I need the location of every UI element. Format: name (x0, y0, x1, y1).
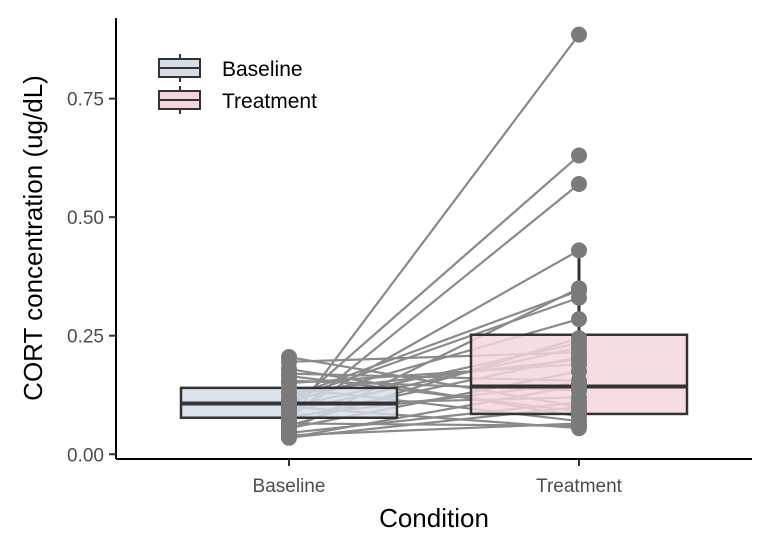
data-point-treatment (571, 363, 587, 380)
data-points (281, 26, 587, 446)
data-point-treatment (571, 311, 587, 328)
x-axis-title: Condition (379, 503, 489, 533)
paired-line (287, 182, 581, 420)
data-point-treatment (571, 377, 587, 394)
y-tick-label: 0.50 (67, 208, 104, 229)
paired-line (287, 33, 581, 423)
legend-label-baseline: Baseline (222, 58, 303, 81)
data-point-treatment (571, 147, 587, 164)
x-tick-label: Treatment (536, 476, 623, 497)
x-ticks: Baseline Treatment (253, 459, 623, 497)
legend-item-treatment: Treatment (158, 86, 317, 114)
paired-line (287, 296, 581, 401)
data-point-treatment (571, 26, 587, 43)
data-point-treatment (571, 415, 587, 432)
y-tick-label: 0.75 (67, 90, 104, 111)
y-ticks: 0.00 0.25 0.50 0.75 (67, 90, 116, 466)
data-point-treatment (571, 280, 587, 297)
data-point-treatment (571, 242, 587, 259)
legend: Baseline Treatment (158, 54, 317, 114)
data-point-treatment (571, 349, 587, 366)
data-point-baseline (281, 429, 297, 446)
legend-label-treatment: Treatment (222, 90, 317, 113)
data-point-treatment (571, 330, 587, 347)
paired-line (287, 154, 581, 411)
legend-item-baseline: Baseline (158, 54, 303, 82)
y-tick-label: 0.00 (67, 445, 104, 466)
data-point-treatment (571, 398, 587, 415)
y-tick-label: 0.25 (67, 327, 104, 348)
x-tick-label: Baseline (253, 476, 326, 497)
data-point-treatment (571, 175, 587, 192)
y-axis-title: CORT concentration (ug/dL) (18, 75, 48, 401)
box-layer (179, 252, 689, 438)
